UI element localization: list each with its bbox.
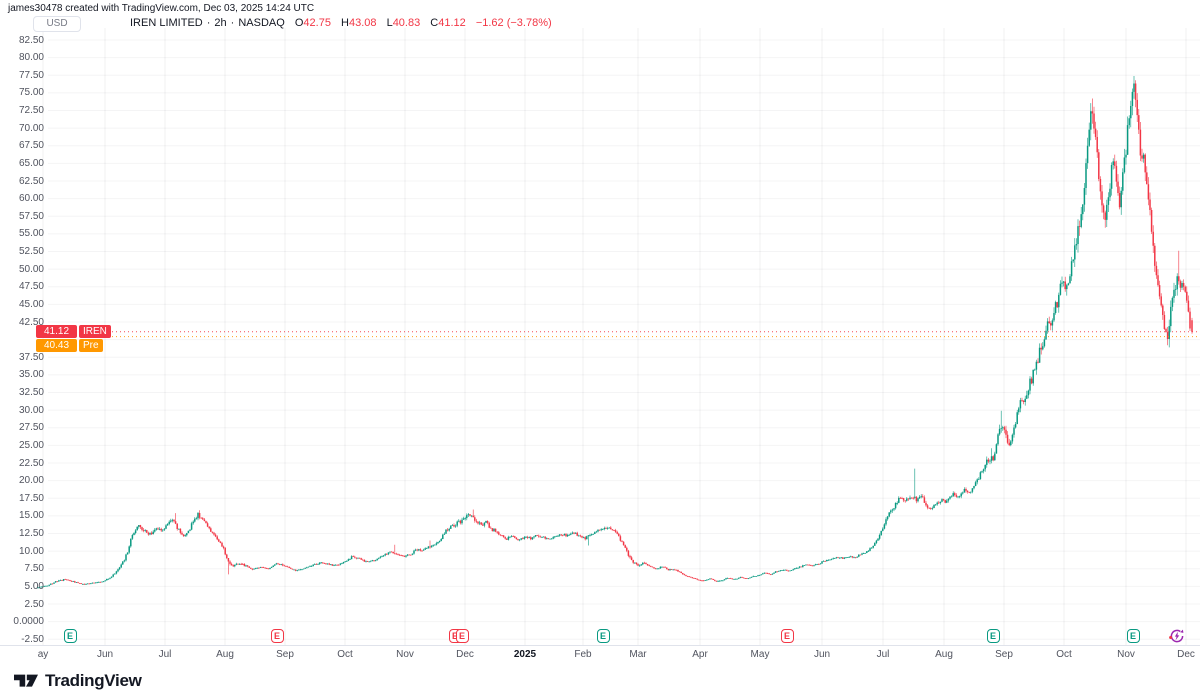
y-axis-tick-label: 72.50 [18, 105, 44, 116]
time-axis [0, 645, 1200, 664]
tradingview-logo-icon [14, 674, 38, 687]
y-axis-tick-label: 20.00 [18, 475, 44, 487]
earnings-letter: E [273, 631, 280, 641]
y-axis-tick-label: 50.00 [18, 263, 44, 275]
last-price-badge: 41.12 [36, 325, 77, 339]
y-axis-tick-label: 52.50 [18, 246, 44, 257]
exchange-name: NASDAQ [238, 17, 285, 29]
symbol-title: IREN LIMITED [130, 17, 203, 29]
x-axis-month-label: Nov [396, 649, 414, 660]
y-axis-tick-label: 25.00 [18, 439, 44, 451]
x-axis-month-label: Aug [216, 649, 234, 660]
earnings-icon: E [1126, 629, 1140, 643]
x-axis-month-label: Jul [876, 649, 890, 660]
y-axis-tick-label: 17.50 [18, 492, 44, 504]
tradingview-logo-text: TradingView [45, 671, 142, 690]
y-axis-tick-label: 30.00 [18, 404, 44, 416]
y-axis-tick-label: 70.00 [18, 122, 44, 134]
earnings-letter: E [989, 631, 996, 641]
y-axis-tick-label: 5.00 [24, 580, 44, 592]
ohlc-low-label: L [386, 17, 393, 29]
y-axis-tick-label: 45.00 [18, 298, 44, 310]
x-axis-month-label: Jul [158, 649, 172, 660]
earnings-letter: E [1129, 631, 1136, 641]
x-axis-month-label: Mar [629, 649, 647, 660]
ohlc-high-label: H [341, 17, 349, 29]
x-axis-month-label: Sep [995, 649, 1013, 660]
earnings-letter: E [599, 631, 606, 641]
earnings-icon: E [780, 629, 794, 643]
symbol-legend: IREN LIMITED · 2h · NASDAQ O42.75 H43.08 L40… [130, 17, 552, 29]
y-axis-tick-label: 42.50 [18, 316, 44, 328]
tradingview-logo: TradingView [14, 670, 142, 692]
y-axis-tick-label: 75.00 [18, 87, 44, 99]
y-axis-tick-label: 10.00 [18, 545, 44, 557]
earnings-letter: E [783, 631, 790, 641]
y-axis-tick-label: 7.50 [24, 563, 44, 575]
x-axis-month-label: Dec [1177, 649, 1195, 660]
price-change: −1.62 (−3.78%) [475, 17, 552, 29]
x-axis-month-label: Nov [1117, 649, 1135, 660]
earnings-letter: E [66, 631, 73, 641]
y-axis-tick-label: 0.0000 [13, 616, 44, 628]
x-axis-month-label: Dec [456, 649, 474, 660]
x-axis-month-label: Jun [813, 649, 831, 660]
earnings-icon: E [455, 629, 469, 643]
y-axis-tick-label: 35.00 [18, 369, 44, 381]
y-axis-tick-label: -2.50 [21, 633, 44, 645]
currency-unit-button[interactable]: USD [33, 16, 81, 32]
x-axis-month-label: Jun [96, 649, 114, 660]
y-axis-tick-label: 67.50 [18, 140, 44, 152]
earnings-letter: E [451, 631, 458, 641]
x-axis-month-label: Oct [337, 649, 353, 660]
symbol-price-tag: IREN [79, 325, 111, 339]
y-axis-tick-label: 57.50 [18, 210, 44, 222]
y-axis-tick-label: 82.50 [18, 34, 44, 46]
chart-plot-area[interactable] [0, 0, 1200, 663]
x-axis-month-label: Sep [276, 649, 294, 660]
y-axis-tick-label: 62.50 [18, 175, 44, 187]
x-axis-month-label: Aug [935, 649, 953, 660]
x-axis-month-label: Apr [692, 649, 708, 660]
chart-interval: 2h [214, 17, 227, 29]
y-axis-tick-label: 65.00 [18, 157, 44, 169]
y-axis-tick-label: 55.00 [18, 228, 44, 240]
earnings-icon: E [270, 629, 284, 643]
ohlc-close-value: 41.12 [438, 17, 466, 29]
y-axis-tick-label: 27.50 [18, 422, 44, 434]
y-axis-tick-label: 77.50 [18, 69, 44, 81]
earnings-icon: E [986, 629, 1000, 643]
footer: TradingView [0, 663, 1200, 697]
x-axis-month-label: ay [37, 649, 49, 660]
y-axis-tick-label: 15.00 [18, 510, 44, 522]
y-axis-tick-label: 47.50 [18, 281, 44, 293]
x-axis-month-label: Feb [574, 649, 592, 660]
y-axis-tick-label: 80.00 [18, 52, 44, 64]
premarket-price-badge: 40.43 [36, 339, 77, 353]
ohlc-low-value: 40.83 [392, 17, 421, 29]
y-axis-tick-label: 12.50 [18, 528, 44, 539]
x-axis-month-label: May [750, 649, 770, 660]
premarket-tag: Pre [79, 339, 103, 353]
y-axis-tick-label: 22.50 [18, 457, 44, 469]
ohlc-open-label: O [294, 17, 304, 29]
upcoming-earnings-icon [1169, 628, 1185, 649]
attribution-text: james30478 created with TradingView.com,… [8, 3, 315, 14]
ohlc-high-value: 43.08 [348, 17, 377, 29]
y-axis-tick-label: 60.00 [18, 193, 44, 205]
x-axis-month-label: Oct [1056, 649, 1072, 660]
earnings-letter: E [458, 631, 465, 641]
y-axis-tick-label: 37.50 [18, 351, 44, 363]
x-axis-month-label: 2025 [513, 649, 537, 660]
earnings-icon: E [63, 629, 77, 643]
ohlc-close-label: C [430, 17, 439, 29]
earnings-icon: E [596, 629, 610, 643]
y-axis-tick-label: 2.50 [24, 598, 44, 610]
y-axis-tick-label: 32.50 [18, 387, 44, 398]
ohlc-open-value: 42.75 [303, 17, 331, 29]
